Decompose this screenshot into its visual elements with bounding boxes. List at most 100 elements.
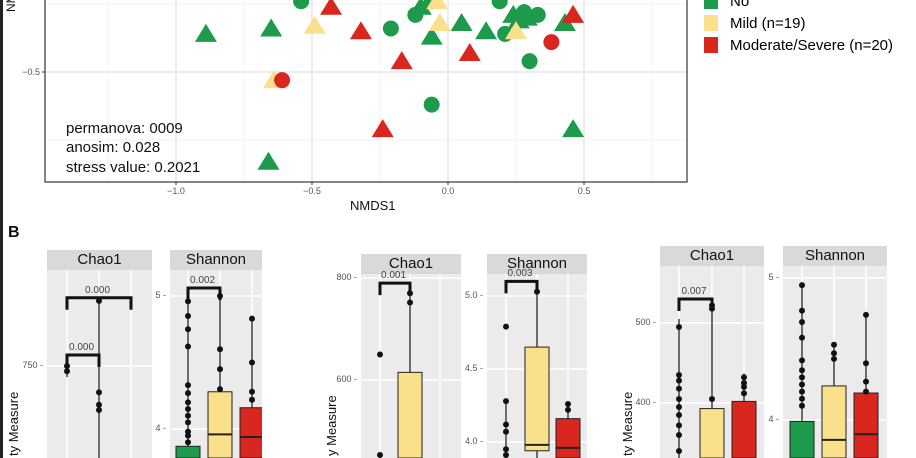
data-point bbox=[377, 452, 383, 458]
legend-item-moderate-severe: Moderate/Severe (n=20) bbox=[704, 34, 893, 56]
data-point bbox=[676, 372, 682, 378]
data-point-triangle bbox=[420, 26, 443, 45]
data-point bbox=[377, 351, 383, 358]
data-point bbox=[831, 350, 837, 357]
data-point-triangle bbox=[475, 21, 498, 40]
significance-bracket bbox=[65, 353, 101, 367]
y-tick-label: 5 - bbox=[155, 290, 166, 300]
plot-border bbox=[44, 0, 688, 183]
significance-bracket bbox=[378, 281, 412, 296]
legend-label: No bbox=[730, 0, 750, 10]
data-point bbox=[185, 343, 191, 350]
facet-panel-chao1 bbox=[47, 270, 152, 458]
data-point bbox=[799, 357, 805, 364]
significance-bracket bbox=[677, 297, 714, 311]
box bbox=[524, 346, 550, 452]
data-point bbox=[799, 374, 805, 381]
data-point bbox=[185, 390, 191, 397]
facet-panel-shannon bbox=[783, 266, 887, 458]
data-point bbox=[503, 323, 509, 330]
data-point bbox=[249, 359, 255, 366]
data-point bbox=[503, 398, 509, 405]
facet-strip-chao1: Chao1 bbox=[660, 246, 764, 266]
legend-key-no bbox=[704, 0, 718, 9]
data-point bbox=[217, 366, 223, 373]
y-tick-label: 4.0 - bbox=[464, 436, 483, 446]
data-point bbox=[676, 448, 682, 454]
data-point bbox=[565, 401, 571, 408]
data-point bbox=[185, 326, 191, 333]
data-point-circle bbox=[382, 20, 399, 37]
data-point-triangle bbox=[505, 21, 527, 40]
x-tick-label: −1.0 bbox=[167, 186, 185, 196]
data-point-circle bbox=[293, 0, 310, 10]
data-point-triangle bbox=[303, 15, 326, 34]
y-axis-title: y Measure bbox=[324, 395, 339, 456]
facet-strip-chao1: Chao1 bbox=[47, 250, 152, 270]
data-point bbox=[831, 355, 837, 362]
facet-strip-shannon: Shannon bbox=[170, 250, 262, 270]
y-axis-title: ty Measure bbox=[6, 391, 21, 456]
x-axis-title: NMDS1 bbox=[350, 198, 396, 213]
data-point bbox=[217, 386, 223, 393]
data-point bbox=[799, 381, 805, 388]
y-tick-label: 5 - bbox=[768, 272, 779, 282]
legend-key-moderate-severe bbox=[704, 37, 718, 53]
data-point bbox=[676, 432, 682, 438]
y-axis-title-top: NM bbox=[4, 0, 18, 12]
anosim-annotation: anosim: 0.028 bbox=[66, 139, 161, 156]
facet-strip-shannon: Shannon bbox=[487, 254, 587, 274]
data-point-circle bbox=[274, 72, 291, 89]
facet-panel-chao1 bbox=[660, 266, 764, 458]
significance-bracket bbox=[504, 279, 539, 294]
significance-bracket bbox=[65, 296, 133, 310]
data-point bbox=[676, 324, 682, 330]
y-tick-label: 4.5 - bbox=[464, 363, 483, 373]
data-point bbox=[676, 377, 682, 384]
permanova-annotation: permanova: 0009 bbox=[66, 120, 183, 137]
data-point bbox=[799, 307, 805, 314]
y-tick-label: −0.5 bbox=[22, 67, 40, 77]
left-border bbox=[0, 0, 3, 458]
p-value-label: 0.001 bbox=[381, 270, 407, 282]
y-tick-label: 4 - bbox=[155, 423, 166, 433]
data-point bbox=[676, 422, 682, 429]
data-point-circle bbox=[543, 34, 560, 51]
data-point bbox=[799, 319, 805, 326]
data-point bbox=[96, 297, 102, 304]
data-point-circle bbox=[521, 53, 538, 70]
data-point bbox=[676, 385, 682, 392]
data-point bbox=[799, 388, 805, 395]
data-point bbox=[863, 311, 869, 318]
stress-annotation: stress value: 0.2021 bbox=[66, 159, 201, 176]
data-point-triangle bbox=[194, 23, 217, 42]
y-tick-label: 400 - bbox=[635, 397, 656, 407]
data-point bbox=[249, 388, 255, 395]
x-tick-label: 0.0 bbox=[442, 186, 455, 196]
facet-svg bbox=[47, 270, 152, 458]
data-point bbox=[503, 428, 509, 435]
facet-strip-shannon: Shannon bbox=[783, 246, 887, 266]
facet-panel-shannon bbox=[487, 274, 587, 458]
data-point-circle bbox=[491, 0, 508, 10]
data-point bbox=[831, 341, 837, 348]
facet-strip-chao1: Chao1 bbox=[361, 254, 461, 274]
legend-label: Mild (n=19) bbox=[730, 14, 806, 32]
facet-svg bbox=[170, 270, 262, 458]
data-point bbox=[96, 401, 102, 408]
y-axis-title: ty Measure bbox=[620, 391, 635, 456]
data-point bbox=[185, 382, 191, 389]
p-value-label: 0.000 bbox=[85, 284, 111, 296]
data-point-triangle bbox=[428, 13, 451, 32]
data-point-circle bbox=[407, 6, 424, 23]
data-point bbox=[799, 395, 805, 402]
facet-svg bbox=[783, 266, 887, 458]
data-point bbox=[249, 396, 255, 403]
data-point bbox=[185, 432, 191, 439]
x-tick-label: −0.5 bbox=[303, 186, 321, 196]
data-point-triangle bbox=[390, 51, 413, 70]
data-point bbox=[96, 407, 102, 413]
box bbox=[175, 445, 201, 458]
data-point bbox=[676, 412, 682, 418]
p-value-label: 0.002 bbox=[190, 275, 216, 287]
